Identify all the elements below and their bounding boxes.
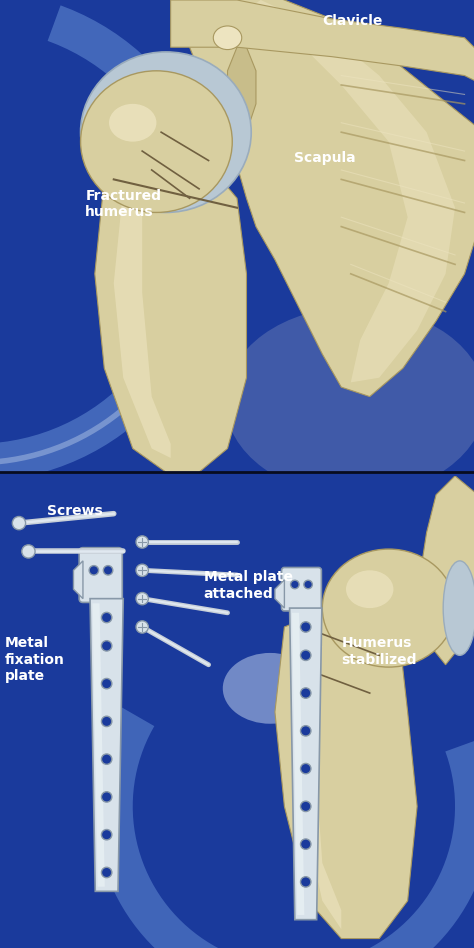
Polygon shape [292,612,304,915]
Circle shape [12,517,26,530]
Ellipse shape [443,561,474,655]
Circle shape [22,545,35,558]
Circle shape [301,839,311,849]
FancyBboxPatch shape [282,568,321,611]
Polygon shape [228,47,256,132]
Circle shape [103,566,113,575]
Polygon shape [171,0,474,85]
Circle shape [301,763,311,774]
FancyBboxPatch shape [79,548,122,602]
Circle shape [301,622,311,632]
Text: Metal
fixation
plate: Metal fixation plate [5,636,64,683]
Circle shape [101,612,112,623]
Ellipse shape [213,26,242,49]
Polygon shape [246,0,455,382]
Text: Scapula: Scapula [294,151,356,165]
Circle shape [101,716,112,726]
Polygon shape [73,561,83,598]
Polygon shape [417,476,474,665]
Circle shape [301,877,311,887]
Text: Screws: Screws [47,504,103,519]
Circle shape [304,580,312,589]
Ellipse shape [81,71,232,212]
Text: Metal plate
attached: Metal plate attached [204,571,293,600]
Polygon shape [114,189,171,458]
Circle shape [136,536,148,548]
Polygon shape [95,707,474,948]
Circle shape [101,754,112,764]
Text: Humerus
stabilized: Humerus stabilized [341,636,417,666]
Circle shape [101,867,112,878]
Polygon shape [92,603,105,886]
Circle shape [291,580,299,589]
Circle shape [101,830,112,840]
Circle shape [301,650,311,661]
Polygon shape [275,608,417,939]
Polygon shape [190,0,474,396]
Polygon shape [290,608,322,920]
Circle shape [101,641,112,651]
Circle shape [301,801,311,811]
Circle shape [136,621,148,633]
Polygon shape [0,6,223,482]
Polygon shape [95,165,246,472]
Circle shape [301,688,311,699]
Polygon shape [275,580,284,608]
Polygon shape [90,598,123,891]
Ellipse shape [109,104,156,141]
Ellipse shape [225,307,474,496]
Ellipse shape [81,52,251,212]
Circle shape [89,566,99,575]
Text: Fractured
humerus: Fractured humerus [85,189,161,219]
Circle shape [301,725,311,736]
Ellipse shape [322,549,455,667]
Ellipse shape [346,571,393,608]
Polygon shape [294,636,341,929]
Text: Clavicle: Clavicle [322,14,383,28]
Circle shape [136,592,148,605]
Circle shape [101,792,112,802]
Circle shape [101,679,112,689]
Ellipse shape [223,653,318,723]
Circle shape [136,564,148,576]
